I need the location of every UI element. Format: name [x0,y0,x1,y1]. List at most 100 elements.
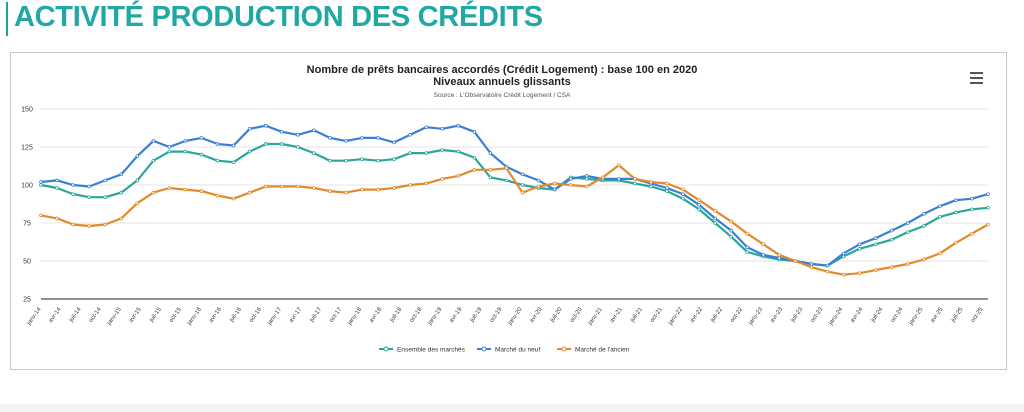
data-point [600,175,605,180]
data-point [536,184,541,189]
data-point [119,216,124,221]
x-tick-label: janv-20 [507,306,524,327]
chart-title: Nombre de prêts bancaires accordés (Créd… [307,64,698,76]
data-point [504,178,509,183]
x-tick-label: oct-19 [489,306,504,324]
data-point [312,186,316,190]
data-point [440,177,445,181]
data-point [103,178,108,183]
legend-item[interactable]: Marché du neuf [477,346,540,354]
data-point [328,189,332,193]
chart-subtitle: Niveaux annuels glissants [433,76,571,88]
data-point [296,184,300,189]
data-point [681,187,685,192]
x-tick-label: avr-20 [529,306,544,324]
data-point [488,151,493,155]
x-tick-label: janv-23 [747,306,764,327]
data-point [151,158,156,163]
data-point [633,177,637,181]
chart-container: Nombre de prêts bancaires accordés (Créd… [10,52,1007,370]
data-point [520,172,525,177]
data-point [649,184,653,189]
data-point [71,222,75,227]
x-tick-label: juil-18 [389,306,404,324]
data-point [681,196,685,201]
data-point [873,242,878,247]
data-point [247,190,252,195]
legend-label: Marché du neuf [495,347,540,354]
series-line [40,124,989,267]
legend-item[interactable]: Marché de l'ancien [557,346,630,354]
data-point [376,187,380,192]
data-point [665,181,669,186]
data-point [151,139,156,143]
data-point [39,180,43,184]
line-chart: Nombre de prêts bancaires accordés (Créd… [21,64,990,354]
data-point [376,136,380,140]
series-line [40,142,989,267]
data-point [151,190,156,195]
y-tick-label: 125 [21,145,33,152]
data-point [215,193,220,198]
data-point [199,152,204,157]
data-point [873,236,878,241]
x-tick-label: oct-17 [329,306,344,324]
data-point [584,177,589,181]
x-tick-label: janv-24 [828,306,845,327]
data-point [809,265,814,269]
data-point [183,187,188,192]
data-point [440,126,445,131]
data-point [55,178,59,183]
data-point [905,221,910,225]
data-point [424,125,429,130]
x-tick-label: avr-25 [930,306,945,324]
data-point [697,198,701,203]
data-point [87,195,91,199]
data-point [970,196,974,201]
data-point [954,198,958,203]
legend-item[interactable]: Ensemble des marchés [379,346,466,354]
data-point [841,272,846,277]
data-point [215,142,220,146]
x-tick-label: janv-18 [347,306,364,327]
data-point [472,168,477,172]
data-point [39,183,43,187]
data-point [857,247,862,251]
data-point [857,242,862,247]
data-point [986,222,990,227]
data-point [921,224,926,228]
y-tick-label: 50 [23,259,31,266]
data-point [424,181,429,186]
series-march-du-neuf [39,123,990,268]
data-point [617,163,621,168]
data-point [520,183,525,187]
data-point [777,253,782,257]
x-tick-label: oct-25 [970,306,985,324]
x-tick-label: juil-19 [469,306,484,324]
x-tick-label: oct-18 [409,306,424,324]
data-point [312,151,316,155]
data-point [938,204,942,209]
x-tick-label: avr-21 [609,306,624,324]
data-point [135,178,140,183]
legend-label: Ensemble des marchés [397,347,466,354]
data-point [231,143,236,148]
data-point [729,219,733,224]
legend-swatch-marker [383,346,389,352]
data-point [456,149,461,154]
data-point [199,189,204,193]
x-tick-label: oct-15 [168,306,183,324]
data-point [360,157,364,161]
data-point [777,256,782,260]
data-point [135,154,140,158]
hamburger-menu-icon[interactable] [967,69,987,87]
x-tick-label: oct-14 [88,306,103,324]
data-point [408,133,412,137]
x-tick-label: juil-15 [148,306,163,324]
data-point [520,190,525,195]
data-point [986,192,990,196]
data-point [360,136,364,140]
data-point [231,160,236,164]
data-point [986,206,990,210]
data-point [279,184,284,189]
